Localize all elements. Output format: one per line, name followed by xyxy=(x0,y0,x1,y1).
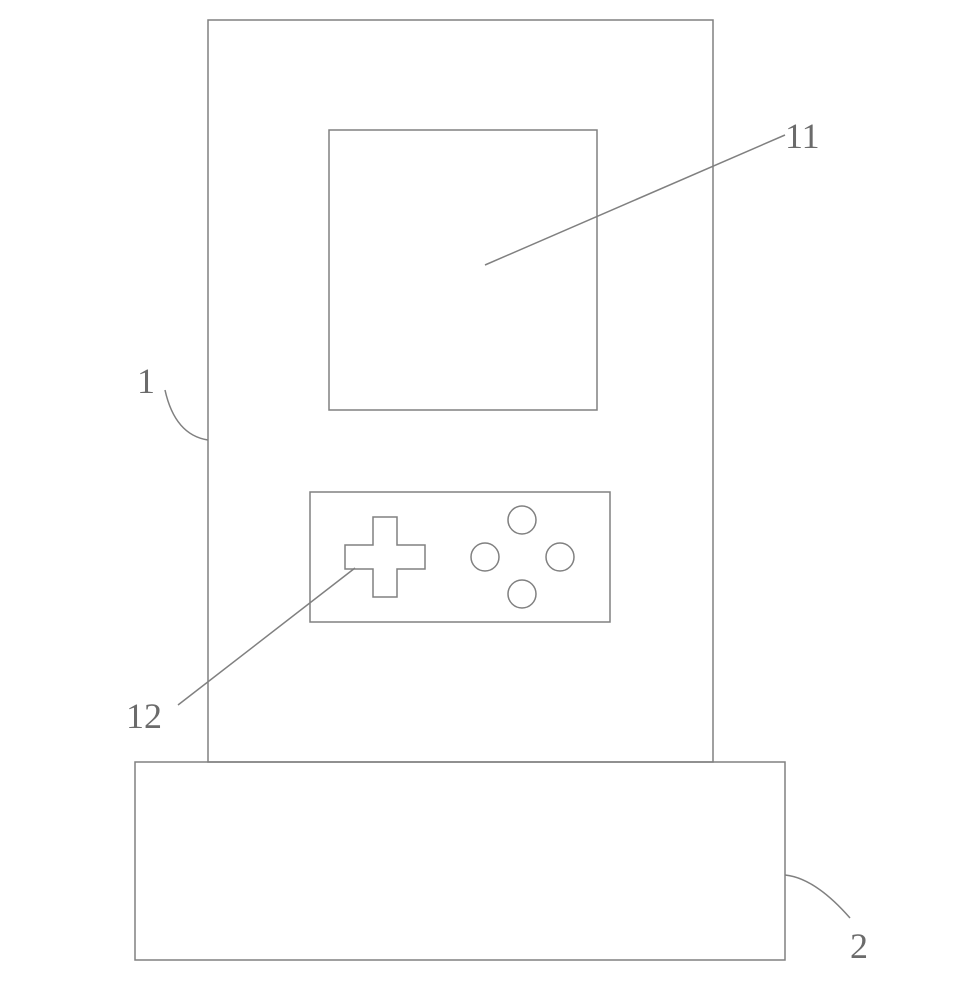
diagram-svg xyxy=(0,0,978,1000)
main-body-rect xyxy=(208,20,713,762)
leader-line-3 xyxy=(785,875,850,918)
leader-line-1 xyxy=(165,390,208,440)
controller-button-0 xyxy=(508,506,536,534)
controller-button-2 xyxy=(546,543,574,571)
leader-line-2 xyxy=(178,568,355,705)
callout-label-12: 12 xyxy=(126,695,162,737)
callout-label-1: 1 xyxy=(137,360,155,402)
controller-panel-rect xyxy=(310,492,610,622)
screen-rect xyxy=(329,130,597,410)
callout-label-2: 2 xyxy=(850,925,868,967)
dpad-cross xyxy=(345,517,425,597)
leader-line-0 xyxy=(485,135,785,265)
base-rect xyxy=(135,762,785,960)
callout-label-11: 11 xyxy=(785,115,820,157)
controller-button-1 xyxy=(471,543,499,571)
controller-button-3 xyxy=(508,580,536,608)
